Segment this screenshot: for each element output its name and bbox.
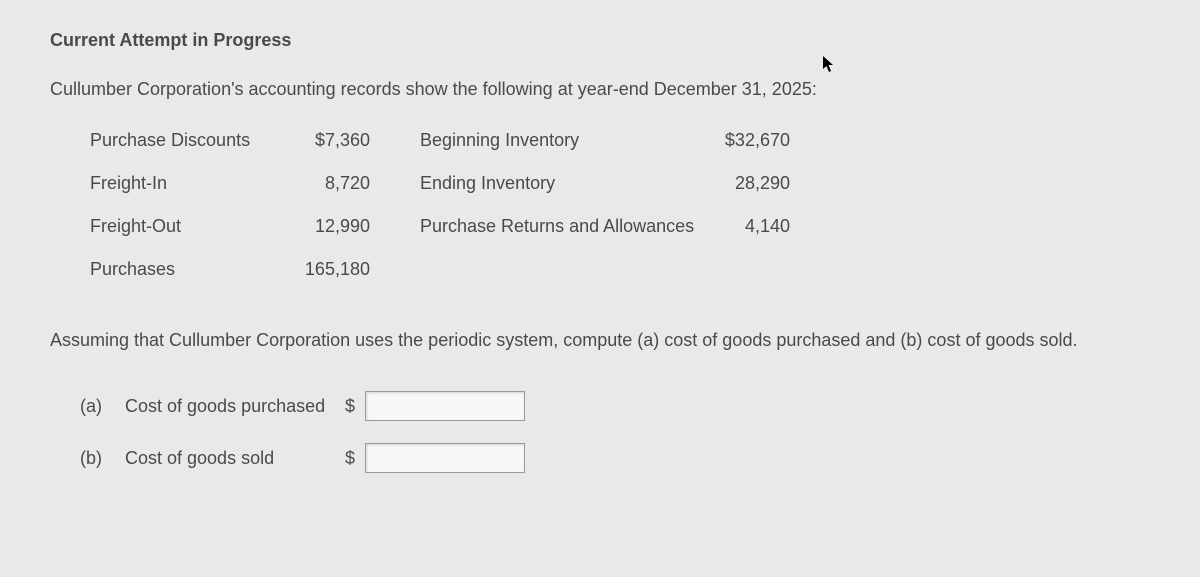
cursor-icon [822, 55, 836, 78]
value-ending-inventory: 28,290 [700, 173, 790, 194]
value-empty [700, 259, 790, 280]
label-purchases: Purchases [90, 259, 270, 280]
answer-row-b: (b) Cost of goods sold $ [80, 443, 1150, 473]
answer-input-b[interactable] [365, 443, 525, 473]
value-purchase-discounts: $7,360 [270, 130, 370, 151]
label-beginning-inventory: Beginning Inventory [420, 130, 700, 151]
question-prompt: Assuming that Cullumber Corporation uses… [50, 330, 1150, 351]
question-intro: Cullumber Corporation's accounting recor… [50, 79, 1150, 100]
attempt-heading: Current Attempt in Progress [50, 30, 1150, 51]
part-b-label: (b) [80, 448, 125, 469]
currency-symbol-a: $ [345, 396, 365, 417]
value-freight-out: 12,990 [270, 216, 370, 237]
part-a-text: Cost of goods purchased [125, 396, 345, 417]
label-empty [420, 259, 700, 280]
value-freight-in: 8,720 [270, 173, 370, 194]
label-purchase-returns: Purchase Returns and Allowances [420, 216, 700, 237]
part-a-label: (a) [80, 396, 125, 417]
label-purchase-discounts: Purchase Discounts [90, 130, 270, 151]
value-beginning-inventory: $32,670 [700, 130, 790, 151]
answer-row-a: (a) Cost of goods purchased $ [80, 391, 1150, 421]
label-freight-out: Freight-Out [90, 216, 270, 237]
currency-symbol-b: $ [345, 448, 365, 469]
data-table: Purchase Discounts $7,360 Beginning Inve… [90, 130, 1150, 280]
answer-input-a[interactable] [365, 391, 525, 421]
label-freight-in: Freight-In [90, 173, 270, 194]
value-purchases: 165,180 [270, 259, 370, 280]
part-b-text: Cost of goods sold [125, 448, 345, 469]
value-purchase-returns: 4,140 [700, 216, 790, 237]
label-ending-inventory: Ending Inventory [420, 173, 700, 194]
